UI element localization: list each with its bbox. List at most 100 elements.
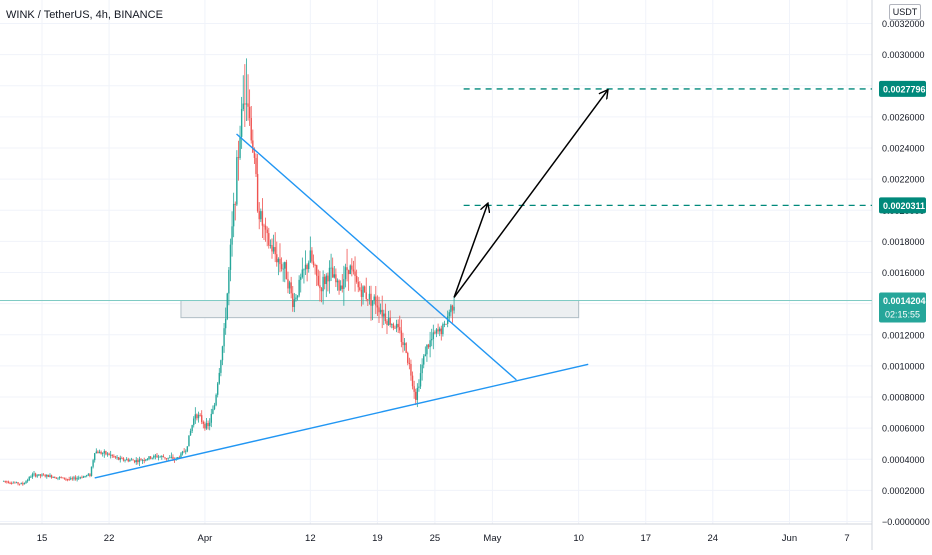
candle-body: [149, 456, 152, 459]
candle-body: [114, 456, 117, 458]
candle-body: [274, 247, 276, 255]
candle-body: [252, 140, 254, 153]
candle-body: [431, 339, 433, 341]
candle-body: [268, 233, 270, 246]
candle-body: [164, 457, 166, 459]
candle-body: [391, 324, 393, 326]
target-price-badge-1: [879, 197, 926, 214]
candle-body: [46, 474, 48, 477]
candle-body: [272, 247, 275, 252]
candle-body: [199, 414, 201, 416]
candle-body: [397, 323, 399, 328]
candle-body: [367, 298, 369, 300]
candle-body: [269, 245, 272, 246]
candle-body: [400, 330, 403, 343]
candle-body: [384, 313, 387, 322]
candle-body: [210, 413, 212, 423]
y-tick-label: 0.0010000: [882, 361, 925, 371]
support-zone: [180, 300, 580, 319]
candle-body: [162, 455, 165, 458]
candle-body: [295, 297, 297, 300]
candle-body: [70, 478, 72, 480]
candle-body: [415, 391, 417, 400]
candle-body: [244, 103, 246, 105]
candle-body: [60, 477, 62, 478]
candle-body: [351, 265, 353, 270]
candle-body: [407, 352, 409, 363]
candle-body: [221, 346, 224, 361]
candle-body: [319, 285, 321, 289]
candle-body: [31, 474, 34, 477]
y-tick-label: 0.0024000: [882, 144, 925, 154]
candle-body: [193, 418, 195, 426]
candle-body: [362, 286, 364, 297]
candle-body: [253, 152, 256, 158]
candle-body: [360, 290, 363, 297]
candle-body: [66, 479, 69, 480]
candle-body: [151, 457, 153, 459]
candle-body: [117, 457, 120, 460]
candle-body: [426, 344, 428, 355]
candle-body: [229, 244, 232, 270]
resistance-trendline: [236, 133, 517, 381]
candle-body: [180, 453, 182, 458]
candle-body: [197, 414, 200, 419]
candle-body: [247, 103, 249, 107]
candle-body: [371, 300, 374, 306]
candle-body: [109, 454, 112, 456]
candle-body: [381, 309, 383, 317]
candle-body: [349, 265, 351, 275]
candle-body: [18, 483, 21, 485]
candle-body: [97, 451, 99, 454]
candle-body: [129, 460, 131, 462]
candle-body: [127, 459, 129, 462]
candle-body: [58, 477, 61, 478]
candle-body: [395, 323, 398, 329]
candle-body: [185, 451, 187, 453]
candle-body: [408, 362, 411, 365]
candle-body: [300, 277, 302, 280]
candle-body: [33, 473, 35, 475]
candle-body: [41, 474, 43, 476]
candle-body: [293, 299, 296, 308]
candle-body: [434, 332, 436, 334]
candle-body: [165, 458, 168, 459]
candle-body: [6, 481, 8, 483]
candle-body: [170, 456, 173, 458]
candle-body: [226, 293, 228, 319]
candle-body: [130, 459, 133, 461]
candle-body: [191, 425, 193, 431]
candle-body: [317, 275, 320, 286]
candle-body: [320, 288, 323, 292]
candle-body: [141, 460, 144, 461]
candle-body: [448, 312, 450, 317]
candle-body: [232, 203, 235, 227]
candle-body: [363, 286, 366, 293]
projection-arrow-2: [453, 90, 607, 298]
candle-body: [106, 453, 109, 455]
candle-body: [429, 340, 431, 348]
candle-body: [161, 455, 163, 457]
candle-body: [309, 250, 312, 263]
candle-body: [373, 296, 375, 301]
x-tick-label: 7: [844, 533, 849, 544]
candle-body: [288, 282, 291, 289]
candle-body: [196, 414, 198, 419]
candle-body: [311, 250, 313, 262]
candle-body: [15, 482, 18, 484]
candle-body: [378, 307, 380, 313]
candle-body: [266, 229, 268, 234]
candle-body: [435, 329, 438, 334]
candle-body: [132, 459, 134, 461]
candle-body: [333, 274, 335, 278]
candle-body: [2, 480, 5, 482]
currency-button[interactable]: USDT: [889, 4, 921, 20]
bar-countdown-label: 02:15:55: [885, 309, 920, 319]
candle-body: [359, 287, 361, 291]
candle-body: [92, 460, 94, 467]
candle-body: [122, 458, 125, 461]
candle-body: [100, 451, 102, 454]
candle-body: [183, 451, 185, 453]
candle-body: [418, 386, 420, 388]
